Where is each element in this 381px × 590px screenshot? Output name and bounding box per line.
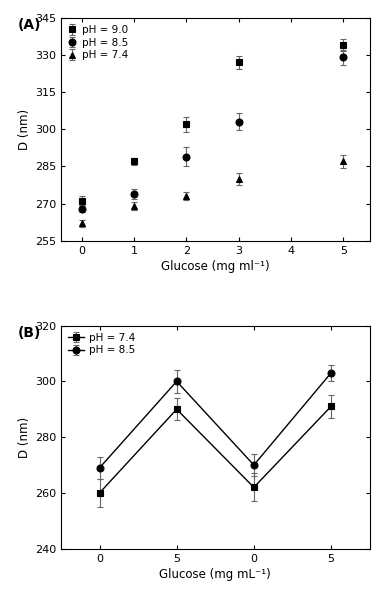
Y-axis label: D (nm): D (nm) (18, 417, 31, 458)
Y-axis label: D (nm): D (nm) (18, 109, 31, 150)
Legend: pH = 9.0, pH = 8.5, pH = 7.4: pH = 9.0, pH = 8.5, pH = 7.4 (66, 23, 130, 63)
Legend: pH = 7.4, pH = 8.5: pH = 7.4, pH = 8.5 (66, 331, 138, 358)
Text: (B): (B) (18, 326, 41, 340)
X-axis label: Glucose (mg ml⁻¹): Glucose (mg ml⁻¹) (161, 260, 270, 273)
X-axis label: Glucose (mg mL⁻¹): Glucose (mg mL⁻¹) (159, 568, 271, 581)
Text: (A): (A) (18, 18, 41, 32)
